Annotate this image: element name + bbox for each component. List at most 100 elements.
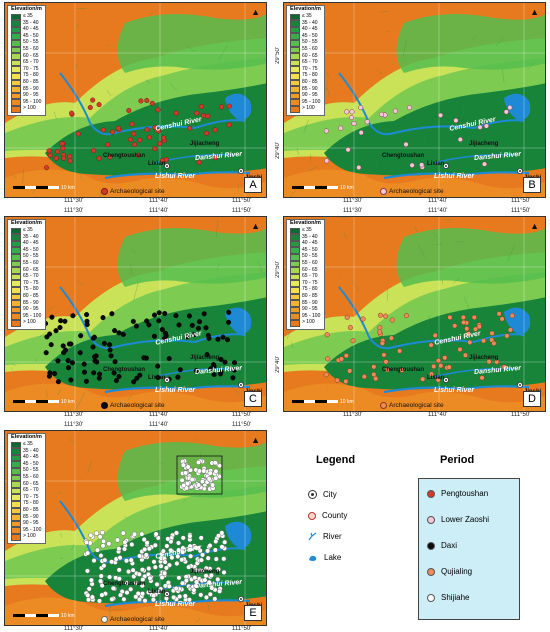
archaeological-site [100, 543, 106, 549]
archaeological-site [338, 125, 344, 131]
elevation-class: 35 - 40 [11, 448, 42, 455]
panel-letter: D [523, 391, 541, 407]
archaeological-site [61, 155, 67, 161]
elevation-class: 80 - 85 [290, 79, 321, 87]
archaeological-site [343, 353, 349, 359]
archaeological-site [150, 597, 156, 603]
elevation-class-label: 60 - 65 [302, 266, 318, 273]
archaeological-site [116, 330, 122, 336]
elevation-class-label: 40 - 45 [302, 26, 318, 33]
elevation-class: 80 - 85 [11, 79, 42, 87]
archaeological-site [358, 130, 364, 136]
archaeological-site [152, 564, 158, 570]
terrain-south [5, 383, 266, 411]
period-item-daxi: Daxi [427, 541, 457, 550]
lon-tick-label: 111°30' [64, 412, 84, 418]
elevation-class-label: 85 - 90 [302, 85, 318, 92]
elevation-legend: Elevation/m ≤ 35 35 - 40 40 - 45 45 - 50 50 -… [7, 433, 46, 544]
archaeological-site [203, 594, 209, 600]
archaeological-site [195, 325, 201, 331]
elevation-class-label: 90 - 95 [302, 306, 318, 313]
archaeological-site [462, 352, 468, 358]
elevation-class: 35 - 40 [11, 234, 42, 241]
elevation-class: 90 - 95 [11, 93, 42, 100]
archaeological-site [99, 529, 105, 536]
archaeological-site [208, 572, 214, 578]
archaeological-site [86, 586, 92, 592]
archaeological-site [483, 123, 489, 129]
archaeological-site [58, 318, 64, 324]
site-legend: Archaeological site [101, 616, 165, 623]
jijiacheng-label: Jijiacheng [469, 355, 499, 361]
chengtoushan-label: Chengtoushan [103, 153, 145, 159]
archaeological-site [226, 309, 232, 315]
lishui-river [104, 171, 251, 180]
terrain-south [5, 597, 266, 625]
archaeological-site [201, 468, 207, 474]
archaeological-site [173, 586, 179, 592]
archaeological-site [44, 165, 50, 171]
elevation-class: 85 - 90 [290, 300, 321, 307]
period-item-pengtoushan: Pengtoushan [427, 489, 488, 498]
archaeological-site [324, 332, 330, 338]
elevation-class-label: 45 - 50 [302, 32, 318, 39]
elevation-class-label: 65 - 70 [23, 273, 39, 280]
archaeological-site [68, 377, 74, 383]
archaeological-site [100, 127, 106, 133]
terrain-north [117, 14, 266, 73]
archaeological-site [49, 314, 55, 320]
archaeological-site [87, 104, 93, 111]
archaeological-site [65, 358, 71, 364]
lon-tick-label: 111°50' [232, 198, 252, 204]
elevation-class-label: 75 - 80 [23, 72, 39, 79]
archaeological-site [194, 110, 200, 116]
archaeological-site [420, 376, 426, 382]
archaeological-site [102, 557, 108, 563]
archaeological-site [205, 113, 211, 119]
archaeological-site [60, 145, 66, 151]
archaeological-site [186, 564, 192, 570]
archaeological-site [344, 314, 350, 320]
archaeological-site [55, 358, 61, 364]
lishui-river-label: Lishui River [434, 173, 475, 180]
archaeological-site [213, 538, 219, 544]
archaeological-site [155, 128, 161, 134]
archaeological-site [97, 534, 103, 540]
elevation-class-label: 85 - 90 [23, 299, 39, 306]
archaeological-site [345, 147, 351, 153]
elevation-class-label: 35 - 40 [23, 233, 39, 240]
elevation-class-label: 80 - 85 [302, 293, 318, 300]
archaeological-site [137, 137, 143, 143]
archaeological-site [109, 129, 116, 135]
archaeological-site [117, 555, 123, 561]
period-box: Pengtoushan Lower Zaoshi Daxi Qujialing … [418, 478, 520, 620]
archaeological-site [175, 540, 182, 546]
archaeological-site [199, 478, 205, 485]
period-label: Daxi [441, 541, 458, 550]
archaeological-site [175, 374, 181, 380]
archaeological-site [323, 372, 329, 378]
archaeological-site [154, 581, 160, 587]
lat-tick-label: 29°50' [0, 475, 2, 492]
archaeological-site [189, 322, 195, 328]
map-panel-b: Elevation/m ≤ 35 35 - 40 40 - 45 45 - 50 50 -… [283, 2, 546, 198]
archaeological-site [147, 575, 153, 581]
archaeological-site [168, 547, 174, 553]
elevation-class: 70 - 75 [290, 280, 321, 287]
elevation-class-label: 55 - 60 [302, 46, 318, 53]
archaeological-site [85, 597, 92, 603]
elevation-class-label: 95 - 100 [302, 312, 321, 319]
elevation-class-label: 60 - 65 [23, 480, 39, 487]
elevation-class: 85 - 90 [290, 86, 321, 93]
elevation-class-label: 90 - 95 [23, 306, 39, 313]
elevation-class-label: 85 - 90 [23, 513, 39, 520]
archaeological-site [156, 318, 162, 324]
archaeological-site [139, 583, 145, 589]
archaeological-site [177, 367, 183, 373]
archaeological-site [377, 329, 383, 335]
elevation-class-label: 95 - 100 [302, 98, 321, 105]
archaeological-site [107, 342, 113, 348]
archaeological-site [465, 331, 471, 337]
terrain-south [284, 383, 545, 411]
scale-bar [292, 400, 338, 403]
